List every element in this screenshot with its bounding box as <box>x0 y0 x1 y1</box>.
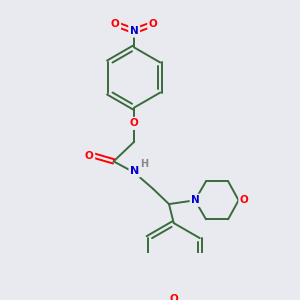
Text: H: H <box>140 159 148 169</box>
Text: N: N <box>130 26 139 36</box>
Text: O: O <box>240 195 249 205</box>
Text: N: N <box>191 195 200 205</box>
Text: O: O <box>149 19 158 29</box>
Text: O: O <box>130 118 139 128</box>
Text: O: O <box>85 151 94 161</box>
Text: N: N <box>130 166 140 176</box>
Text: O: O <box>111 19 120 29</box>
Text: O: O <box>169 294 178 300</box>
